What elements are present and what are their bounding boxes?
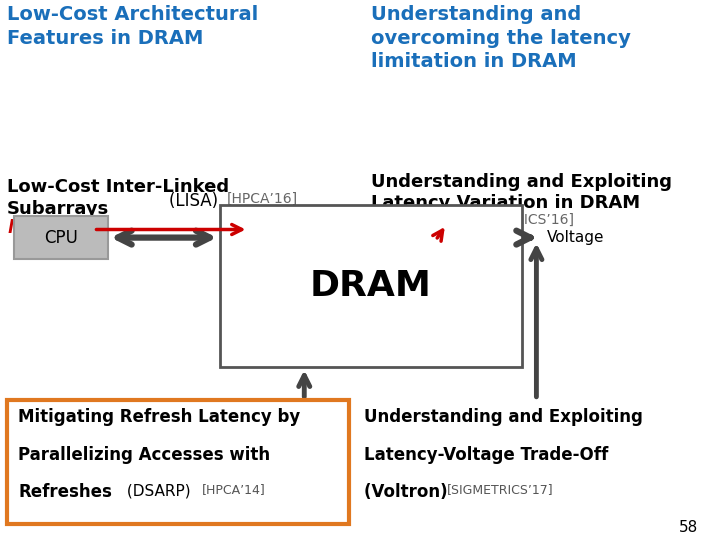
Text: Voltage: Voltage <box>547 230 605 245</box>
Bar <box>14 216 108 259</box>
Text: [HPCA’16]: [HPCA’16] <box>227 192 298 206</box>
Text: DRAM: DRAM <box>310 269 432 303</box>
Text: 58: 58 <box>679 519 698 535</box>
Text: [SIGMETRICS’17]: [SIGMETRICS’17] <box>446 483 553 496</box>
Text: [SIGMETRICS’16]: [SIGMETRICS’16] <box>457 213 575 227</box>
Text: Low-Cost Inter-Linked
Subarrays: Low-Cost Inter-Linked Subarrays <box>7 178 230 218</box>
Text: CPU: CPU <box>44 228 78 247</box>
Text: (LISA): (LISA) <box>169 192 224 210</box>
Text: Understanding and
overcoming the latency
limitation in DRAM: Understanding and overcoming the latency… <box>371 5 631 71</box>
Text: [HPCA’14]: [HPCA’14] <box>202 483 266 496</box>
Text: Mitigating Refresh Latency by: Mitigating Refresh Latency by <box>18 408 300 426</box>
Text: (Voltron): (Voltron) <box>364 483 453 501</box>
Text: Parallelizing Accesses with: Parallelizing Accesses with <box>18 446 270 463</box>
Bar <box>7 400 349 524</box>
Text: Understanding and Exploiting: Understanding and Exploiting <box>364 408 642 426</box>
Text: (FLY-DRAM): (FLY-DRAM) <box>371 213 469 231</box>
Text: Understanding and Exploiting
Latency Variation in DRAM: Understanding and Exploiting Latency Var… <box>371 173 672 212</box>
Text: Low-Cost Architectural
Features in DRAM: Low-Cost Architectural Features in DRAM <box>7 5 258 48</box>
Text: (DSARP): (DSARP) <box>122 483 196 498</box>
Text: Refreshes: Refreshes <box>18 483 112 501</box>
Text: Latency-Voltage Trade-Off: Latency-Voltage Trade-Off <box>364 446 608 463</box>
Text: variation: variation <box>392 235 477 253</box>
Bar <box>220 205 522 367</box>
Text: locations: locations <box>7 219 92 237</box>
